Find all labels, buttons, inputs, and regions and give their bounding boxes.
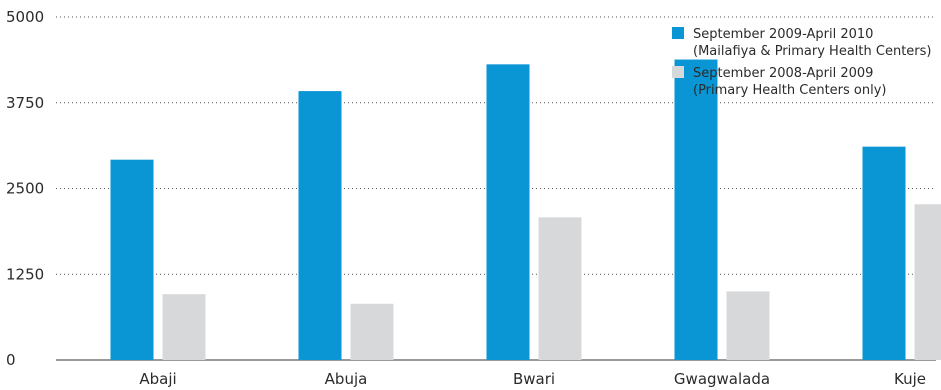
y-tick-label: 1250 xyxy=(6,265,44,283)
bar-series-2008-2009-gwagwalada xyxy=(726,291,770,360)
bar-series-2008-2009-kuje xyxy=(914,204,941,360)
y-tick-label: 5000 xyxy=(6,8,44,26)
legend-swatch xyxy=(672,27,684,39)
legend-label: September 2008-April 2009 xyxy=(693,66,873,81)
bar-series-2009-2010-gwagwalada xyxy=(674,59,718,360)
x-category-label: Abuja xyxy=(325,370,368,388)
bar-series-2008-2009-abaji xyxy=(162,294,206,360)
legend-label-sub: (Mailafiya & Primary Health Centers) xyxy=(693,44,931,59)
legend-label-sub: (Primary Health Centers only) xyxy=(693,83,887,98)
x-category-label: Gwagwalada xyxy=(674,370,770,388)
x-axis: AbajiAbujaBwariGwagwaladaKujeKwali xyxy=(139,370,926,388)
y-tick-label: 2500 xyxy=(6,180,44,198)
x-category-label: Bwari xyxy=(513,370,555,388)
bar-series-2009-2010-kuje xyxy=(862,146,906,360)
bar-series-2009-2010-bwari xyxy=(486,64,530,361)
legend-label: September 2009-April 2010 xyxy=(693,27,873,42)
legend-swatch xyxy=(672,66,684,78)
bar-series-2008-2009-abuja xyxy=(350,303,394,360)
y-axis-ticks: 0 1250 2500 3750 5000 xyxy=(6,8,44,369)
bars xyxy=(110,59,941,361)
bar-series-2009-2010-abaji xyxy=(110,159,154,360)
bar-series-2009-2010-abuja xyxy=(298,91,342,360)
y-tick-label: 3750 xyxy=(6,94,44,112)
x-category-label: Kuje xyxy=(894,370,926,388)
legend: September 2009-April 2010 (Mailafiya & Pr… xyxy=(672,27,931,98)
x-category-label: Abaji xyxy=(139,370,176,388)
y-tick-label: 0 xyxy=(6,351,16,369)
bar-series-2008-2009-bwari xyxy=(538,217,582,360)
